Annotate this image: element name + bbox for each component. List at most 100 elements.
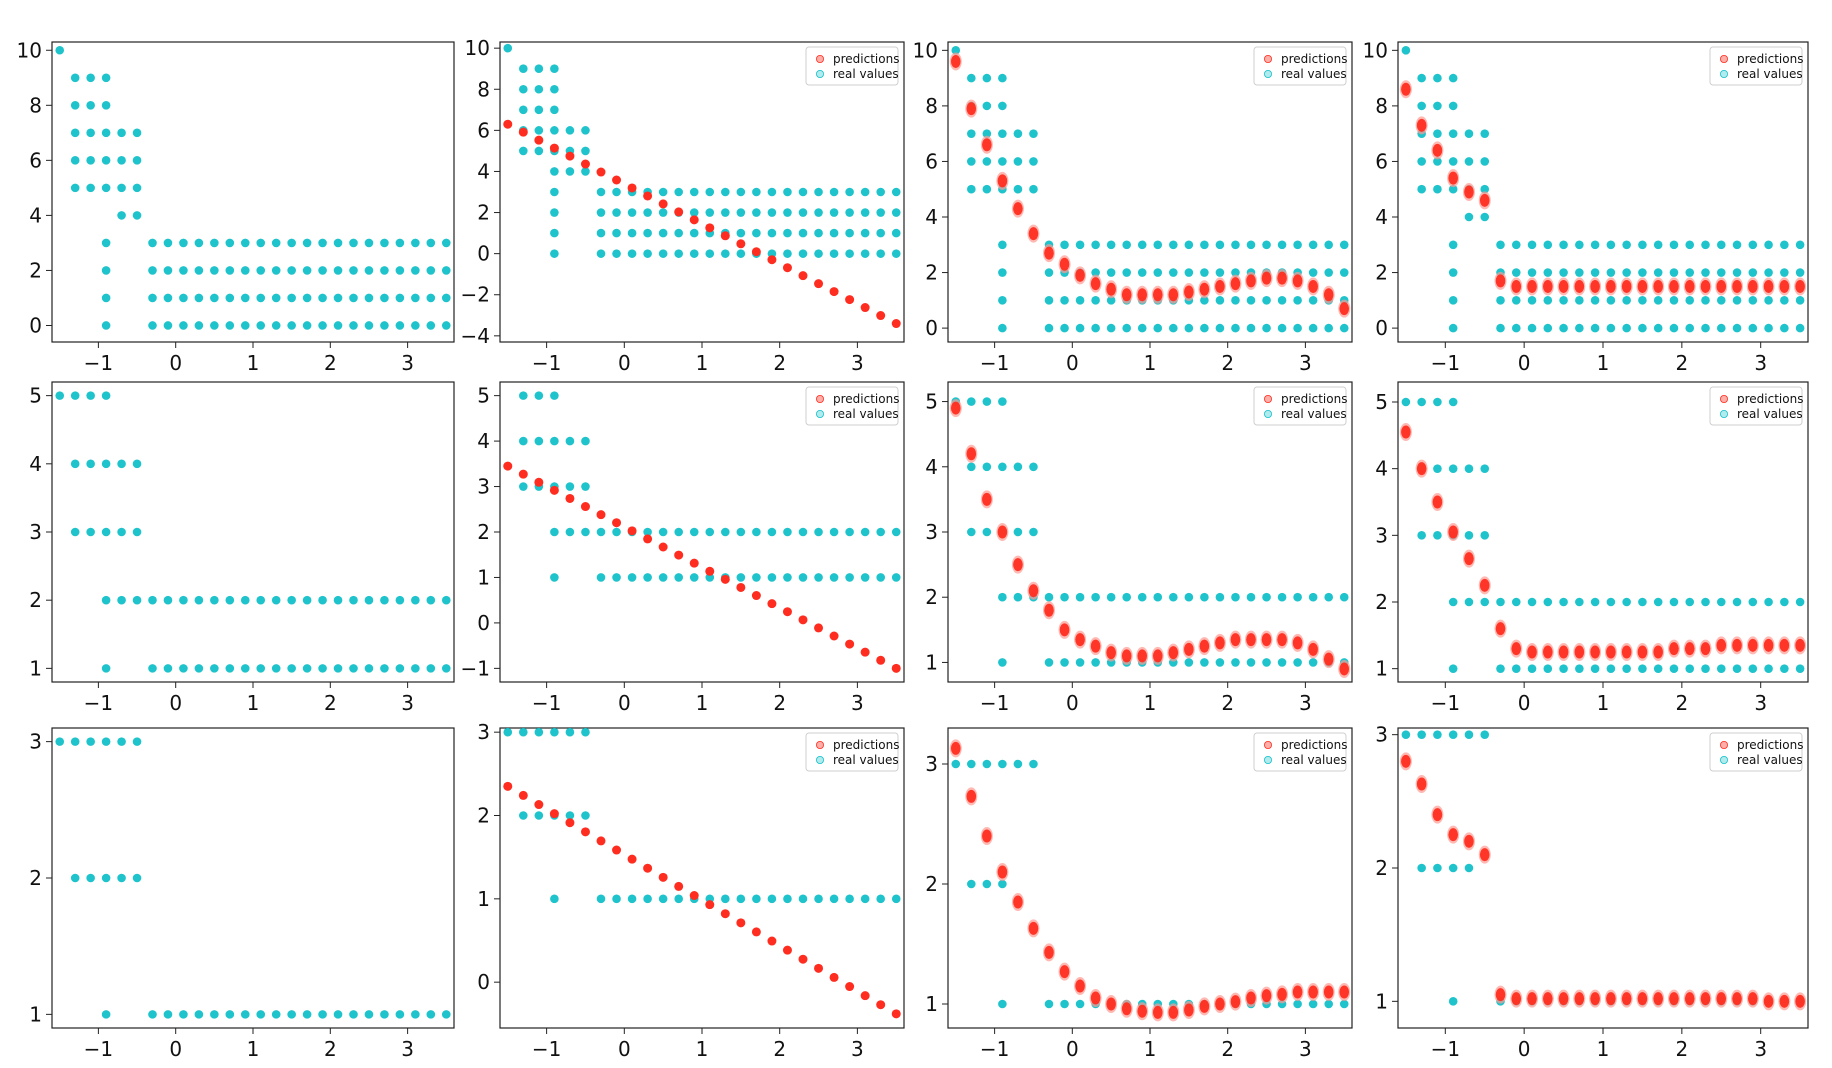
real-value-point (534, 727, 544, 737)
real-value-point (1215, 296, 1225, 305)
x-tick-label: 2 (1675, 691, 1688, 715)
real-value-point (256, 266, 266, 275)
real-value-point (411, 321, 420, 330)
real-value-point (705, 249, 715, 258)
real-value-point (101, 1010, 111, 1019)
y-tick-label: 2 (477, 804, 490, 828)
real-value-point (210, 664, 219, 673)
real-value-point (1606, 664, 1616, 673)
prediction-point (845, 295, 855, 305)
real-value-point (101, 128, 111, 138)
prediction-point (503, 781, 513, 791)
prediction-point (549, 809, 559, 819)
prediction-point (1637, 279, 1648, 293)
real-value-point (1339, 240, 1349, 250)
prediction-point (1684, 992, 1695, 1006)
real-value-point (1200, 592, 1209, 602)
plot-frame (1397, 727, 1809, 1029)
real-value-point (1464, 129, 1474, 138)
real-value-point (287, 321, 296, 330)
real-value-point (1246, 323, 1256, 333)
real-value-point (318, 595, 327, 605)
real-value-point (1732, 268, 1742, 277)
real-value-point (1464, 863, 1474, 873)
y-tick-label: 5 (29, 384, 42, 408)
prediction-point (1168, 646, 1179, 660)
real-value-point (271, 595, 281, 605)
real-value-point (1029, 462, 1038, 472)
y-tick-label: 2 (1375, 590, 1388, 614)
prediction-point (1168, 1005, 1179, 1019)
real-value-point (1122, 323, 1131, 333)
legend-swatch (1264, 756, 1273, 765)
plot-frame (51, 727, 455, 1029)
real-value-point (798, 573, 808, 582)
real-value-point (1606, 597, 1616, 607)
real-value-point (596, 249, 606, 258)
real-value-point (783, 573, 792, 582)
real-value-point (1480, 157, 1490, 166)
real-value-point (1748, 296, 1758, 305)
prediction-point (798, 615, 808, 625)
real-values-series (503, 43, 901, 258)
y-tick-label: 0 (477, 242, 490, 266)
real-value-point (1231, 296, 1240, 305)
real-value-point (271, 293, 281, 303)
real-value-point (210, 266, 219, 275)
prediction-point (1230, 633, 1241, 647)
real-value-point (798, 527, 808, 537)
real-value-point (302, 321, 312, 330)
legend-swatch (1720, 741, 1729, 750)
prediction-point (1013, 202, 1023, 216)
real-value-point (318, 321, 327, 330)
real-value-point (240, 266, 250, 275)
real-value-point (814, 228, 823, 238)
real-value-point (565, 811, 575, 820)
real-value-point (1464, 464, 1474, 473)
prediction-point (627, 526, 637, 536)
prediction-point (565, 818, 575, 828)
prediction-point (1044, 945, 1054, 959)
real-value-point (132, 156, 142, 165)
real-value-point (519, 146, 528, 156)
real-value-point (1622, 597, 1631, 607)
prediction-point (1261, 989, 1272, 1003)
real-value-point (1013, 759, 1023, 769)
real-value-point (519, 84, 528, 94)
y-tick-label: −4 (461, 324, 490, 348)
y-tick-label: 1 (29, 1002, 42, 1026)
prediction-point (596, 510, 606, 520)
prediction-point (1028, 921, 1039, 935)
real-value-point (783, 208, 792, 217)
y-tick-label: 4 (29, 452, 42, 476)
real-value-point (951, 46, 961, 55)
real-value-point (1701, 597, 1710, 607)
real-value-point (70, 737, 80, 746)
x-tick-label: 2 (1221, 1037, 1234, 1061)
real-value-point (1200, 240, 1209, 250)
real-value-point (1748, 240, 1758, 250)
predictions-series (949, 52, 1351, 318)
real-value-point (1716, 664, 1726, 673)
real-value-point (1417, 157, 1426, 166)
real-value-point (829, 187, 839, 197)
real-value-point (1433, 397, 1442, 407)
prediction-point (1230, 995, 1241, 1009)
prediction-point (736, 239, 746, 249)
legend-swatch (1720, 756, 1729, 765)
real-value-point (1075, 323, 1085, 333)
panel-r1c1: 0 2 4 6 8 10 −1 0 1 2 3 (17, 38, 455, 375)
real-value-point (256, 238, 266, 248)
prediction-point (705, 900, 715, 910)
y-tick-label: 0 (29, 313, 42, 337)
real-value-point (101, 391, 111, 400)
real-value-point (101, 873, 111, 883)
prediction-point (1152, 288, 1163, 302)
real-value-point (674, 249, 683, 258)
legend-label: predictions (833, 738, 899, 752)
real-value-point (86, 73, 95, 83)
real-value-point (1277, 296, 1287, 305)
real-value-point (333, 293, 343, 303)
